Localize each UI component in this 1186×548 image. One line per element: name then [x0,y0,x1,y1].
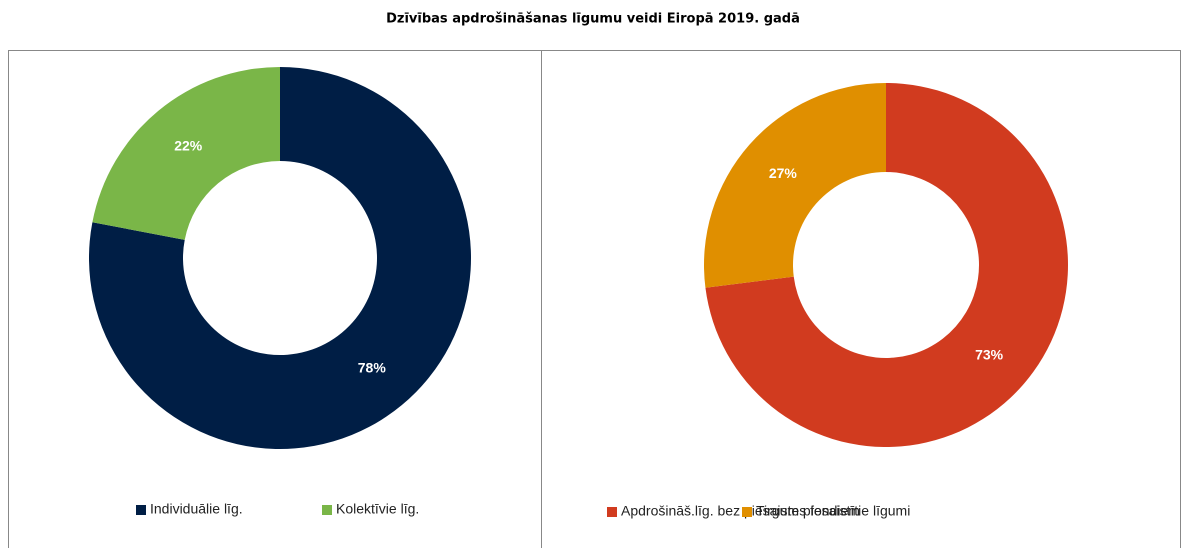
legend-label: Tirgum piesaistītie līgumi [756,503,910,519]
legend-swatch [607,507,617,517]
page-title: Dzīvības apdrošināšanas līgumu veidi Eir… [386,12,800,27]
data-label: 22% [174,138,203,154]
legend-label: Kolektīvie līg. [336,501,419,517]
legend-swatch [742,507,752,517]
legend-swatch [322,505,332,515]
slice [705,83,1068,447]
slice [89,67,472,450]
data-label: 27% [769,165,798,181]
legend-label: Individuālie līg. [150,501,243,517]
legend-swatch [136,505,146,515]
data-label: 73% [975,347,1004,363]
data-label: 78% [358,360,387,376]
slice [704,83,886,288]
legend-label: Apdrošināš.līg. bez piesaistes fondiem [621,503,860,519]
panel [541,50,1181,548]
slice [92,67,280,240]
